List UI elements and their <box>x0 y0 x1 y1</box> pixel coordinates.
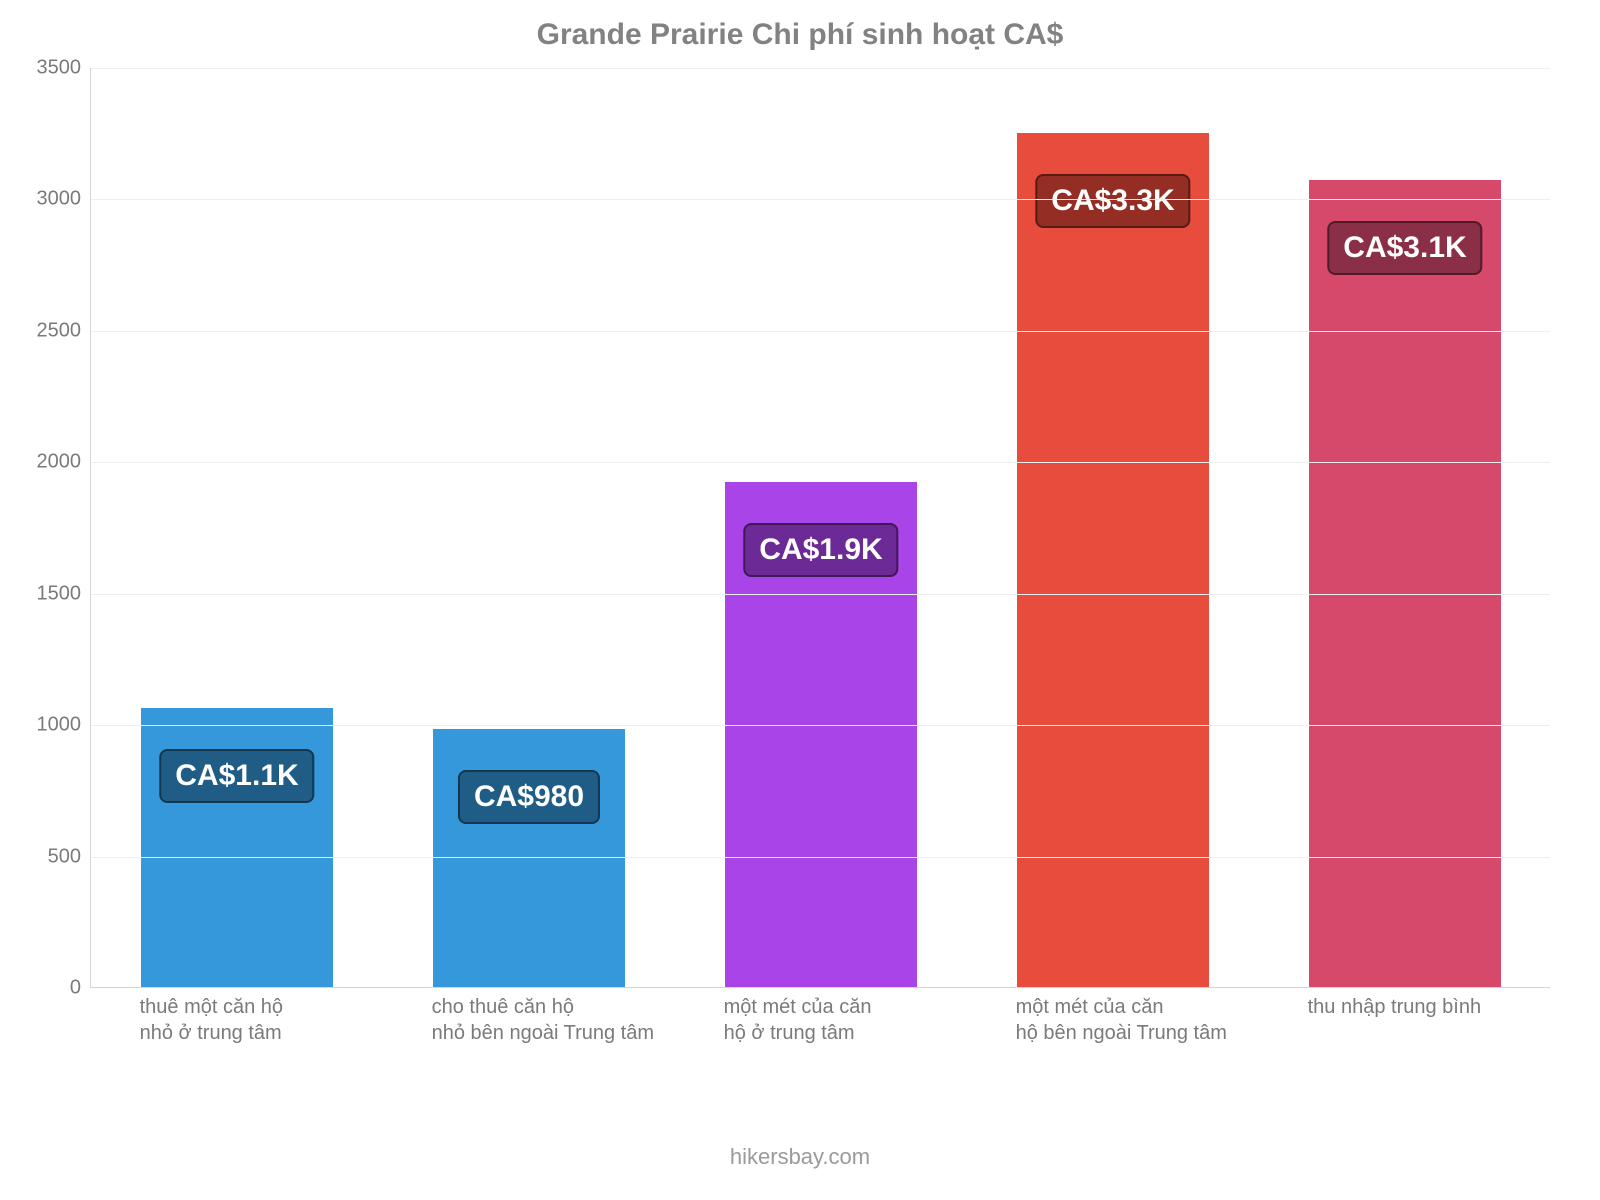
x-axis-label-line: hộ bên ngoài Trung tâm <box>1016 1020 1269 1046</box>
bar: CA$1.9K <box>725 482 918 987</box>
cost-of-living-chart: Grande Prairie Chi phí sinh hoạt CA$ CA$… <box>0 0 1600 1200</box>
bars-layer: CA$1.1K CA$980 CA$1.9K CA$3.3K CA$3.1K <box>91 68 1550 987</box>
chart-title: Grande Prairie Chi phí sinh hoạt CA$ <box>0 18 1600 52</box>
bar: CA$980 <box>433 729 626 987</box>
grid-line <box>91 331 1550 332</box>
y-tick-label: 2500 <box>37 319 92 342</box>
x-axis-label-line: một mét của căn <box>1016 994 1269 1020</box>
grid-line <box>91 725 1550 726</box>
y-tick-label: 1500 <box>37 582 92 605</box>
bar: CA$3.3K <box>1017 133 1210 987</box>
chart-footer: hikersbay.com <box>0 1144 1600 1170</box>
x-axis-label: một mét của cănhộ bên ngoài Trung tâm <box>1016 994 1269 1046</box>
value-badge: CA$3.1K <box>1327 221 1482 275</box>
x-axis-label: cho thuê căn hộnhỏ bên ngoài Trung tâm <box>432 994 685 1046</box>
x-axis-label: thu nhập trung bình <box>1308 994 1561 1020</box>
x-axis-label: một mét của cănhộ ở trung tâm <box>724 994 977 1046</box>
x-axis-label-line: thuê một căn hộ <box>140 994 393 1020</box>
value-badge: CA$1.1K <box>159 749 314 803</box>
y-tick-label: 3500 <box>37 57 92 80</box>
x-axis-label-line: thu nhập trung bình <box>1308 994 1561 1020</box>
value-badge: CA$3.3K <box>1035 174 1190 228</box>
x-axis-label-line: một mét của căn <box>724 994 977 1020</box>
bar: CA$1.1K <box>141 708 334 987</box>
x-axis-label-line: cho thuê căn hộ <box>432 994 685 1020</box>
grid-line <box>91 462 1550 463</box>
value-badge: CA$1.9K <box>743 523 898 577</box>
x-axis-label-line: nhỏ ở trung tâm <box>140 1020 393 1046</box>
y-tick-label: 3000 <box>37 188 92 211</box>
bar: CA$3.1K <box>1309 180 1502 987</box>
grid-line <box>91 68 1550 69</box>
grid-line <box>91 199 1550 200</box>
y-tick-label: 0 <box>70 977 91 1000</box>
grid-line <box>91 857 1550 858</box>
x-axis-label-line: hộ ở trung tâm <box>724 1020 977 1046</box>
y-tick-label: 2000 <box>37 451 92 474</box>
value-badge: CA$980 <box>458 770 600 824</box>
plot-area: CA$1.1KCA$980CA$1.9KCA$3.3KCA$3.1K 05001… <box>90 68 1550 988</box>
x-axis-label-line: nhỏ bên ngoài Trung tâm <box>432 1020 685 1046</box>
x-axis-labels: thuê một căn hộnhỏ ở trung tâm cho thuê c… <box>90 994 1550 1114</box>
y-tick-label: 500 <box>48 845 91 868</box>
x-axis-label: thuê một căn hộnhỏ ở trung tâm <box>140 994 393 1046</box>
y-tick-label: 1000 <box>37 714 92 737</box>
grid-line <box>91 594 1550 595</box>
